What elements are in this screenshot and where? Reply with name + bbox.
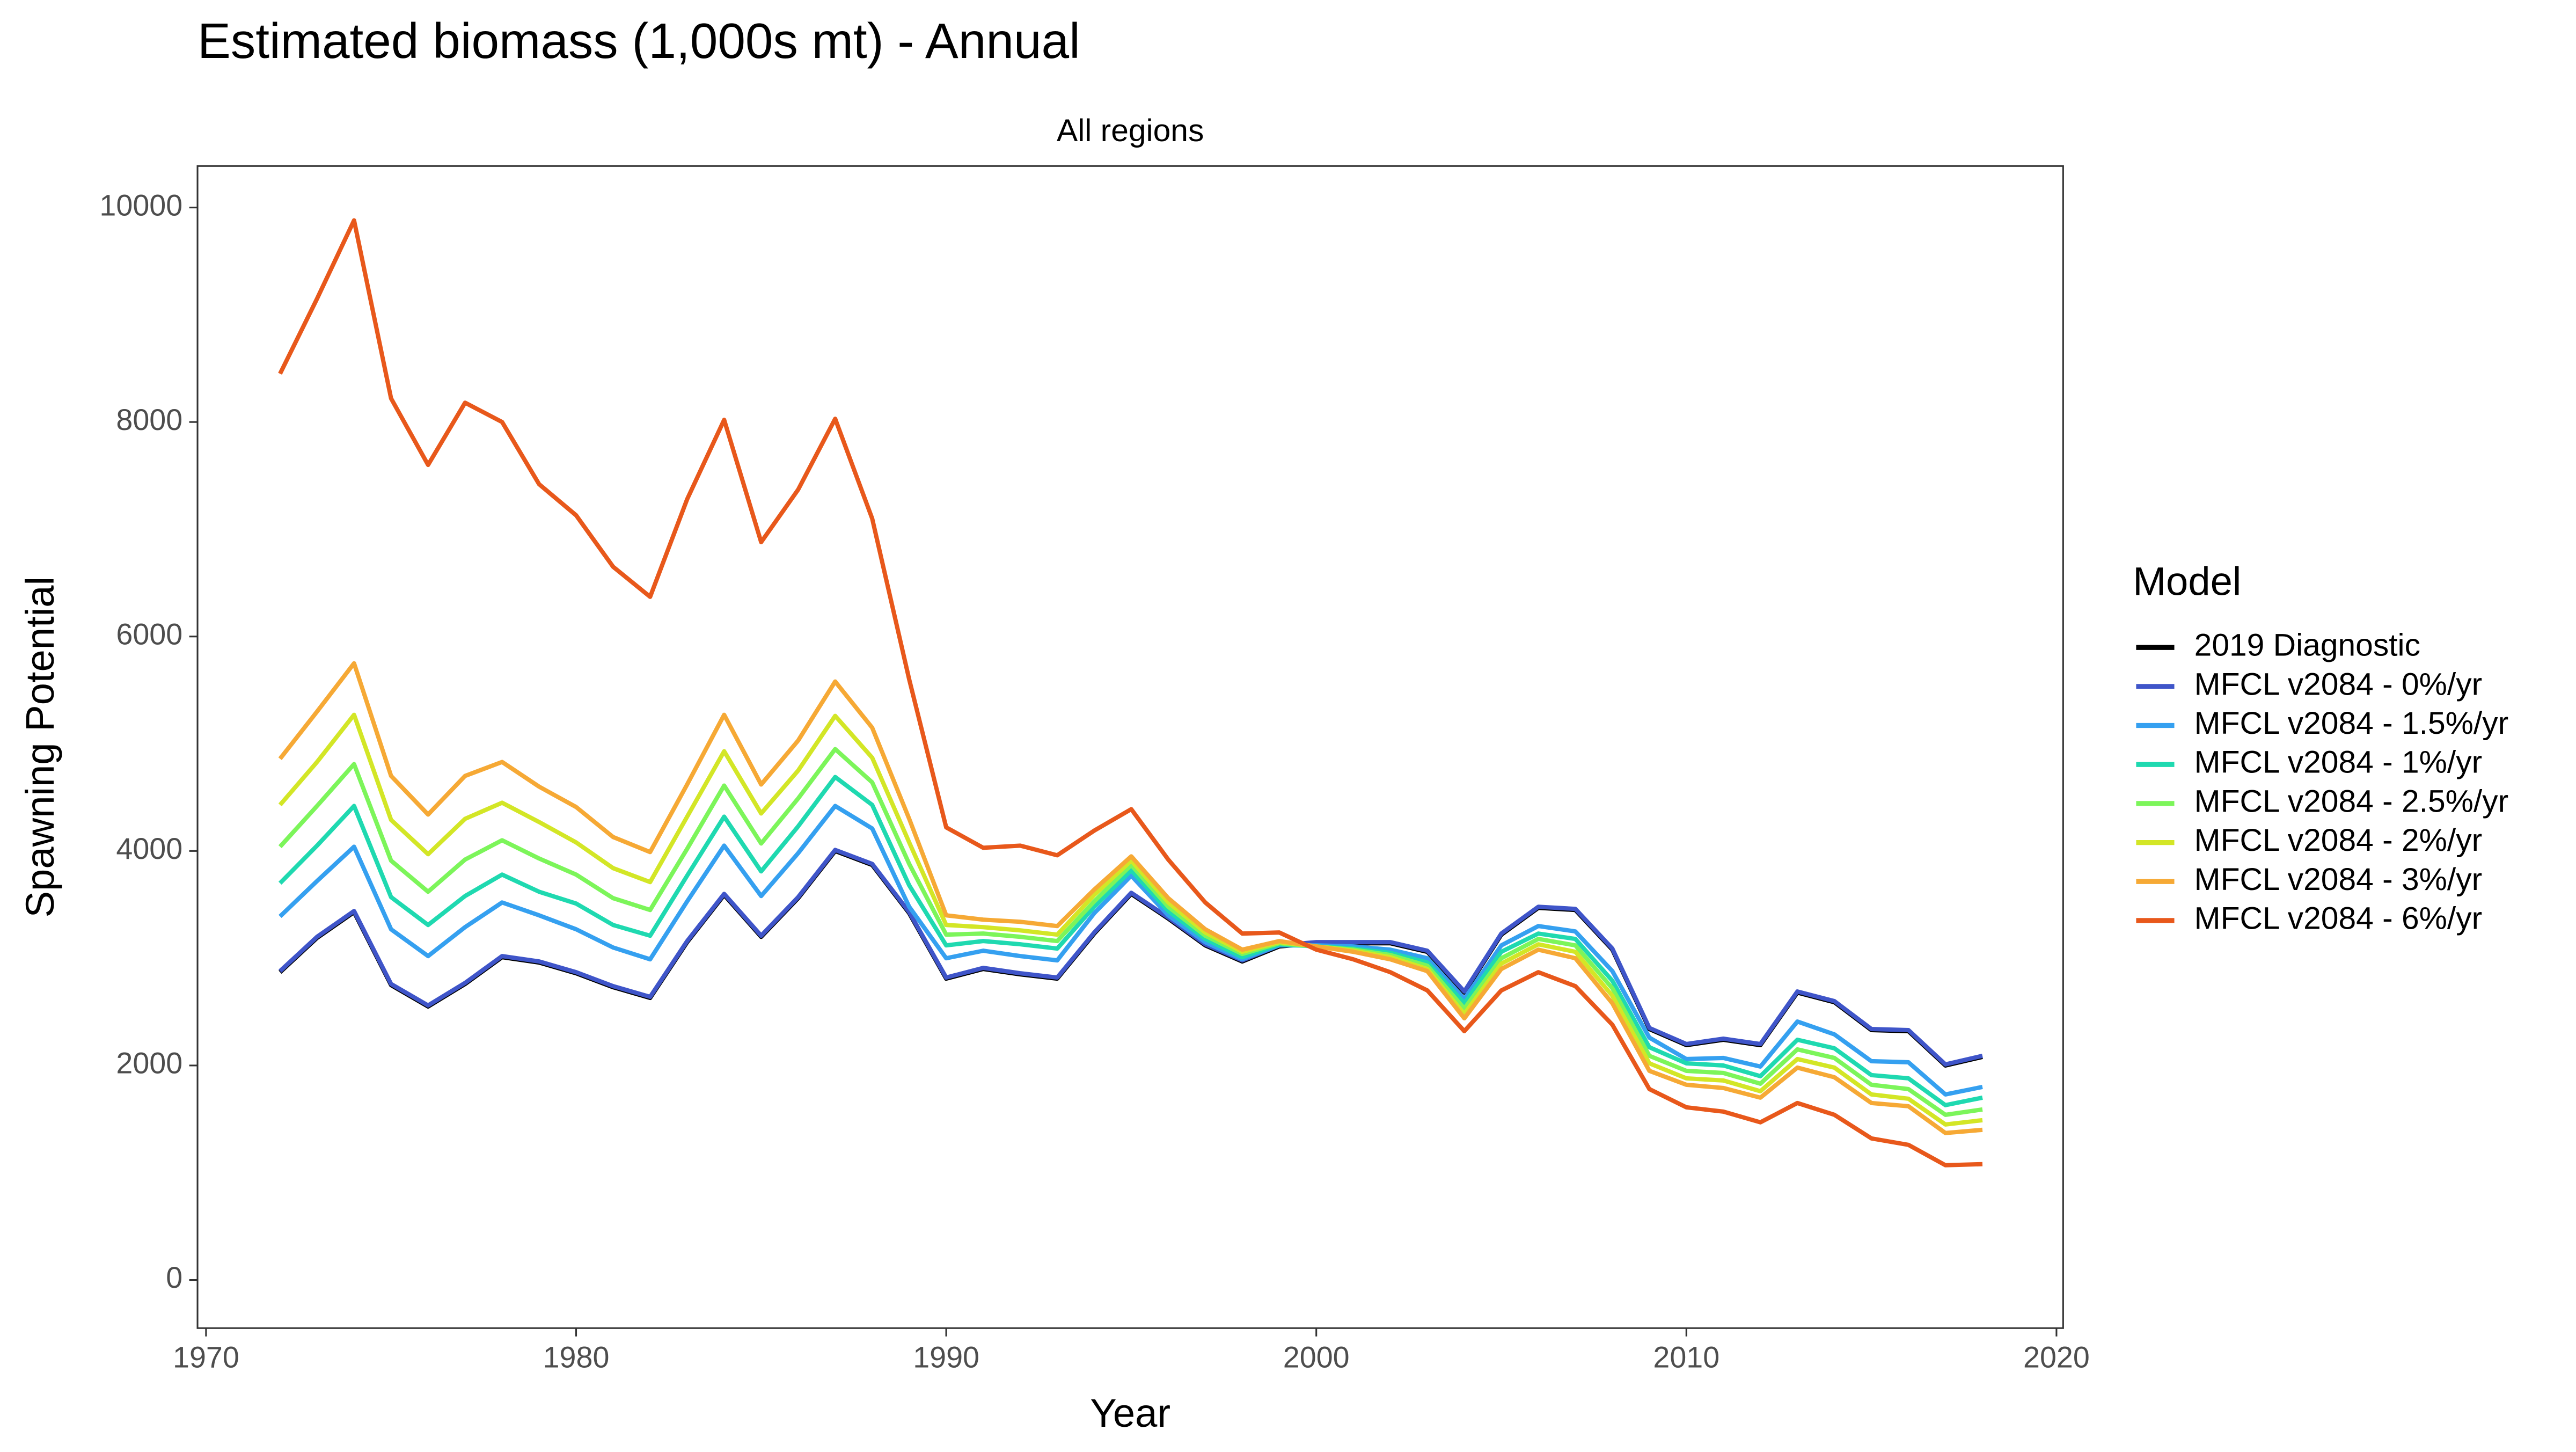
series-line bbox=[278, 747, 1983, 1117]
x-tick-label: 1990 bbox=[913, 1341, 979, 1374]
y-tick-label: 10000 bbox=[99, 188, 182, 222]
series-line bbox=[278, 775, 1983, 1107]
legend-label: MFCL v2084 - 1%/yr bbox=[2194, 745, 2483, 780]
series-line bbox=[278, 661, 1983, 1135]
panel-strip: All regions bbox=[1057, 113, 1204, 148]
x-tick-label: 1980 bbox=[543, 1341, 610, 1374]
x-tick-label: 2020 bbox=[2023, 1341, 2090, 1374]
legend-label: MFCL v2084 - 0%/yr bbox=[2194, 667, 2483, 702]
series-line bbox=[279, 804, 1983, 1097]
legend-label: MFCL v2084 - 6%/yr bbox=[2194, 901, 2483, 936]
series-line bbox=[279, 848, 1983, 1067]
legend-label: MFCL v2084 - 1.5%/yr bbox=[2194, 706, 2509, 741]
series-line bbox=[278, 218, 1983, 1168]
legend-label: MFCL v2084 - 3%/yr bbox=[2194, 862, 2483, 897]
y-tick-label: 4000 bbox=[116, 832, 182, 865]
y-axis-title: Spawning Potential bbox=[18, 577, 62, 917]
chart-title: Estimated biomass (1,000s mt) - Annual bbox=[197, 13, 1080, 69]
y-tick-label: 2000 bbox=[116, 1047, 182, 1080]
series-line bbox=[278, 712, 1983, 1127]
y-tick-label: 0 bbox=[166, 1261, 182, 1294]
x-tick-label: 1970 bbox=[173, 1341, 239, 1374]
legend-title: Model bbox=[2133, 559, 2241, 603]
x-axis-title: Year bbox=[1090, 1391, 1170, 1435]
y-tick-label: 8000 bbox=[116, 403, 182, 436]
series-line bbox=[279, 849, 1983, 1068]
legend-label: MFCL v2084 - 2.5%/yr bbox=[2194, 784, 2509, 819]
x-tick-label: 2000 bbox=[1283, 1341, 1350, 1374]
legend-label: MFCL v2084 - 2%/yr bbox=[2194, 823, 2483, 858]
x-tick-label: 2010 bbox=[1653, 1341, 1719, 1374]
y-tick-label: 6000 bbox=[116, 617, 182, 651]
panel-border bbox=[196, 165, 2064, 1329]
legend-label: 2019 Diagnostic bbox=[2194, 628, 2420, 663]
